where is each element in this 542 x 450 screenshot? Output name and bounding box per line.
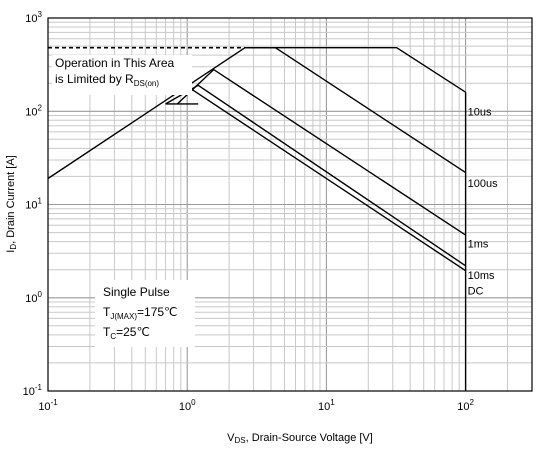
- curve-label-1ms: 1ms: [468, 239, 489, 251]
- conditions-line2: TJ(MAX)=175℃: [103, 305, 178, 321]
- series-100us-line: [245, 47, 466, 174]
- conditions-line3: TC=25℃: [103, 325, 150, 341]
- curve-labels: 10us 100us 1ms 10ms DC: [468, 106, 498, 297]
- series-10ms-line: [165, 84, 466, 267]
- curve-label-100us: 100us: [468, 178, 498, 190]
- series-dc-line: [186, 85, 466, 272]
- curve-label-10ms: 10ms: [468, 270, 495, 282]
- y-tick-label: 102: [25, 103, 42, 118]
- curve-label-10us: 10us: [468, 106, 492, 118]
- y-axis-title: ID, Drain Current [A]: [5, 155, 18, 252]
- x-tick-label: 102: [457, 398, 474, 413]
- curve-label-dc: DC: [468, 285, 484, 297]
- plot-area: [47, 17, 533, 392]
- x-tick-labels: 10-1 100 101 102: [38, 398, 474, 413]
- x-axis-title: VDS, Drain-Source Voltage [V]: [227, 432, 373, 445]
- rdson-annotation-box: [52, 55, 192, 95]
- y-tick-label: 103: [25, 10, 42, 25]
- x-tick-label: 100: [179, 398, 196, 413]
- y-tick-label: 101: [25, 197, 42, 212]
- series-10us-line: [47, 47, 466, 180]
- x-tick-label: 10-1: [38, 398, 58, 413]
- rdson-annotation-line1: Operation in This Area: [55, 56, 175, 70]
- y-tick-label: 100: [25, 290, 42, 305]
- conditions-box: [95, 280, 195, 347]
- soa-curves: [47, 46, 467, 391]
- conditions-line1: Single Pulse: [103, 285, 170, 299]
- y-tick-labels: 10-1 100 101 102 103: [23, 10, 43, 398]
- series-1ms-line: [176, 68, 466, 236]
- x-tick-label: 101: [318, 398, 335, 413]
- y-tick-label: 10-1: [23, 383, 43, 398]
- rdson-annotation-line2: is Limited by RDS(on): [55, 72, 159, 88]
